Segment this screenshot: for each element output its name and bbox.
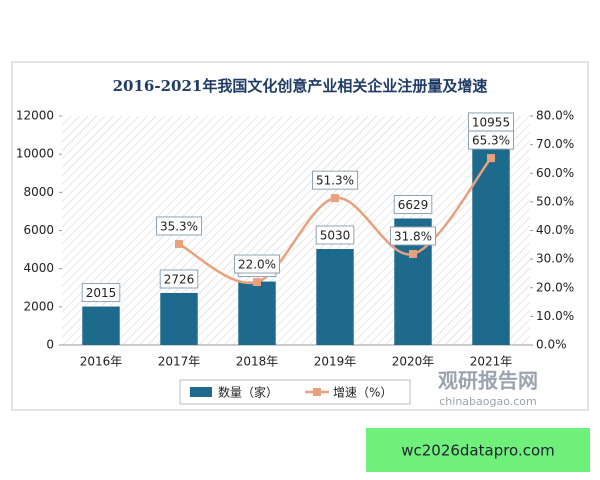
- bar: [82, 306, 120, 345]
- x-tick-label: 2021年: [470, 355, 513, 369]
- overlay-box: [366, 428, 590, 472]
- line-value-label-box: [234, 254, 280, 274]
- plot-area: [62, 116, 530, 345]
- line-value-label: 51.3%: [316, 174, 354, 188]
- overlay-text: wc2026datapro.com: [401, 442, 555, 460]
- line-value-label: 65.3%: [472, 134, 510, 148]
- line-marker: [253, 278, 261, 287]
- x-tick-label: 2020年: [392, 355, 435, 369]
- line-value-label: 35.3%: [160, 219, 198, 233]
- y-tick-label: 4000: [23, 261, 54, 275]
- line-marker: [409, 249, 417, 258]
- line-marker: [175, 239, 183, 248]
- bar-value-label: 10955: [472, 115, 510, 129]
- legend-swatch: [190, 387, 212, 397]
- y-tick-label: 6000: [23, 223, 54, 237]
- y2-tick-label: 20.0%: [536, 280, 574, 294]
- y2-tick-label: 80.0%: [536, 109, 574, 123]
- bar: [316, 249, 354, 345]
- line-marker: [331, 194, 339, 203]
- x-tick-label: 2019年: [314, 355, 357, 369]
- y-tick-label: 12000: [16, 109, 54, 123]
- legend-label: 数量（家）: [218, 385, 278, 400]
- line-value-label-box: [390, 226, 436, 246]
- y2-tick-label: 70.0%: [536, 137, 574, 151]
- x-tick-label: 2018年: [236, 355, 279, 369]
- line-marker: [487, 154, 495, 163]
- y2-tick-label: 30.0%: [536, 252, 574, 266]
- chart-title: 2016-2021年我国文化创意产业相关企业注册量及增速: [113, 77, 488, 95]
- bar-value-label-box: [81, 283, 121, 303]
- line-value-label: 31.8%: [394, 229, 432, 243]
- y2-tick-label: 10.0%: [536, 309, 574, 323]
- bar: [472, 135, 510, 345]
- legend-box: [179, 379, 411, 405]
- watermark-name: 观研报告网: [438, 369, 538, 393]
- bar-value-label: 5030: [320, 229, 351, 243]
- bar: [238, 281, 276, 345]
- line-value-label-box: [312, 170, 358, 190]
- line-value-label: 22.0%: [238, 258, 276, 272]
- y2-tick-label: 50.0%: [536, 194, 574, 208]
- y-tick-label: 0: [46, 338, 54, 352]
- y-tick-label: 2000: [23, 299, 54, 313]
- x-tick-label: 2017年: [158, 355, 201, 369]
- y2-tick-label: 60.0%: [536, 166, 574, 180]
- x-tick-label: 2016年: [80, 355, 123, 369]
- legend-marker: [313, 388, 321, 396]
- line-value-label-box: [468, 130, 514, 150]
- y2-tick-label: 0.0%: [536, 338, 567, 352]
- y-tick-label: 10000: [16, 147, 54, 161]
- y-tick-label: 8000: [23, 185, 54, 199]
- bar-value-label: 6629: [398, 198, 429, 212]
- y2-tick-label: 40.0%: [536, 223, 574, 237]
- bar-value-label: 2015: [86, 286, 117, 300]
- bar-value-label-box: [393, 194, 433, 214]
- bar: [160, 292, 198, 345]
- bar-value-label: 2726: [164, 272, 195, 286]
- line-value-label-box: [156, 216, 202, 236]
- legend-label: 增速（%）: [333, 386, 392, 400]
- watermark-site: chinabaogao.com: [439, 395, 537, 408]
- bar-value-label-box: [159, 269, 199, 289]
- bar-value-label-box: [315, 225, 355, 245]
